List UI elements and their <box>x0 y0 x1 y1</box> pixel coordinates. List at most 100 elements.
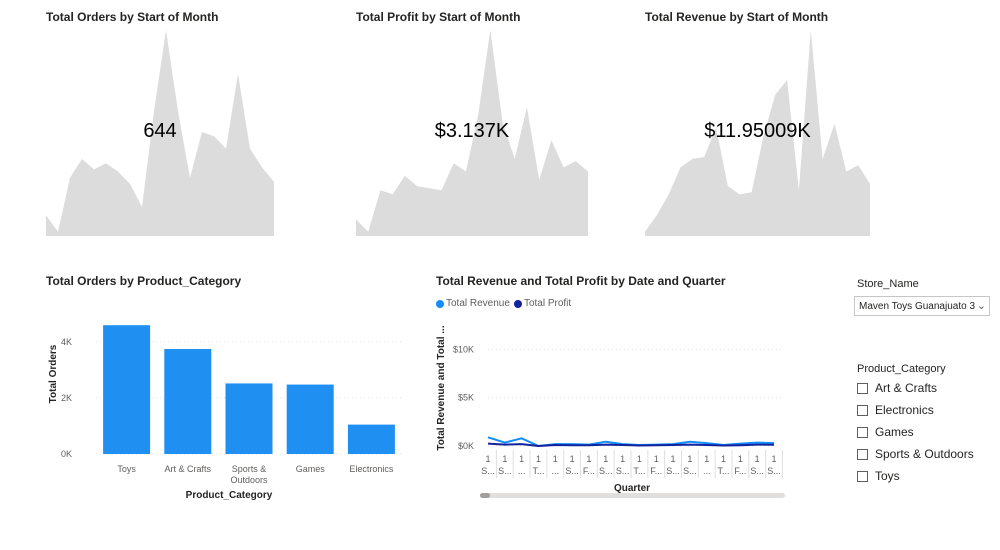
kpi-trend-area <box>645 30 870 236</box>
kpi-title: Total Orders by Start of Month <box>46 10 219 24</box>
x-tick-label: S... <box>666 466 680 476</box>
checkbox[interactable] <box>857 470 868 482</box>
slicer-option[interactable]: Electronics <box>857 403 934 417</box>
x-tick-label: S... <box>498 466 512 476</box>
x-tick-label: Outdoors <box>230 475 268 485</box>
y-tick-label: $0K <box>458 441 474 451</box>
kpi-card-revenue[interactable]: Total Revenue by Start of Month $11.9500… <box>645 10 870 238</box>
kpi-area-chart <box>356 30 588 236</box>
slicer-option-label: Toys <box>875 469 900 483</box>
x-tick-label: F... <box>650 466 662 476</box>
x-tick-label: 1 <box>570 454 575 464</box>
legend-item-profit[interactable]: Total Profit <box>513 298 572 309</box>
slicer-option[interactable]: Sports & Outdoors <box>857 447 974 461</box>
bar <box>225 383 273 454</box>
x-tick-label: T... <box>718 466 730 476</box>
x-tick-label: 1 <box>687 454 692 464</box>
slicer-option[interactable]: Toys <box>857 469 900 483</box>
y-tick-label: 2K <box>61 393 72 403</box>
x-tick-label: 1 <box>536 454 541 464</box>
x-axis-title: Quarter <box>614 483 650 494</box>
x-axis-scrollbar[interactable] <box>480 493 785 498</box>
x-tick-label: F... <box>734 466 746 476</box>
kpi-value: $3.137K <box>434 120 510 142</box>
x-tick-label: 1 <box>704 454 709 464</box>
kpi-trend-area <box>356 30 588 236</box>
checkbox[interactable] <box>857 404 868 416</box>
kpi-value: $11.95009K <box>704 120 811 142</box>
store-dropdown-value: Maven Toys Guanajuato 3 <box>859 300 976 312</box>
kpi-title: Total Revenue by Start of Month <box>645 10 829 24</box>
x-tick-label: S... <box>767 466 781 476</box>
x-tick-label: 1 <box>637 454 642 464</box>
y-tick-label: 4K <box>61 337 72 347</box>
y-tick-label: $10K <box>453 344 474 354</box>
kpi-card-profit[interactable]: Total Profit by Start of Month $3.137K <box>356 10 588 238</box>
x-tick-label: T... <box>633 466 645 476</box>
legend-label: Total Profit <box>523 298 572 309</box>
bar-chart-orders-by-category[interactable]: Total Orders by Product_Category 0K 2K 4K T… <box>46 274 416 509</box>
x-tick-label: ... <box>552 466 560 476</box>
slicer-option-label: Electronics <box>875 403 934 417</box>
x-tick-label: S... <box>683 466 697 476</box>
checkbox[interactable] <box>857 426 868 438</box>
x-tick-label: Toys <box>117 464 136 474</box>
bar <box>286 384 334 454</box>
x-tick-label: 1 <box>485 454 490 464</box>
x-tick-label: S... <box>481 466 495 476</box>
x-tick-label: 1 <box>603 454 608 464</box>
slicer-option[interactable]: Games <box>857 425 914 439</box>
checkbox[interactable] <box>857 448 868 460</box>
slicer-option-label: Games <box>875 425 914 439</box>
x-tick-label: Art & Crafts <box>165 464 212 474</box>
store-slicer-title: Store_Name <box>857 278 919 290</box>
bar <box>347 424 395 454</box>
kpi-title: Total Profit by Start of Month <box>356 10 521 24</box>
chevron-down-icon: ⌄ <box>976 300 986 312</box>
bar <box>164 349 212 454</box>
x-tick-label: 1 <box>721 454 726 464</box>
x-tick-label: 1 <box>654 454 659 464</box>
legend-label: Total Revenue <box>446 298 510 309</box>
x-tick-label: Games <box>296 464 326 474</box>
x-tick-label: ... <box>518 466 526 476</box>
bar <box>103 325 151 454</box>
y-tick-label: 0K <box>61 449 72 459</box>
x-axis-title: Product_Category <box>186 490 273 501</box>
kpi-card-orders[interactable]: Total Orders by Start of Month 644 <box>46 10 274 238</box>
x-tick-label: 1 <box>502 454 507 464</box>
legend-item-revenue[interactable]: Total Revenue <box>436 298 510 309</box>
x-tick-label: T... <box>532 466 544 476</box>
kpi-value: 644 <box>143 120 177 142</box>
x-tick-label: 1 <box>553 454 558 464</box>
legend-marker <box>513 299 522 308</box>
store-dropdown[interactable]: Maven Toys Guanajuato 3 ⌄ <box>854 296 990 316</box>
kpi-trend-area <box>46 30 274 236</box>
x-tick-label: S... <box>750 466 764 476</box>
kpi-area-chart <box>46 30 274 236</box>
x-tick-label: S... <box>616 466 630 476</box>
slicer-option-label: Sports & Outdoors <box>875 447 974 461</box>
x-tick-label: F... <box>583 466 595 476</box>
kpi-area-chart <box>645 30 870 236</box>
x-tick-label: S... <box>565 466 579 476</box>
x-tick-label: 1 <box>755 454 760 464</box>
y-axis-title: Total Orders <box>48 344 59 403</box>
line-chart-svg: $0K$5K$10K1S...1S...1...1T...1...1S...1F… <box>436 325 784 494</box>
series-line <box>487 442 775 448</box>
chart-title: Total Revenue and Total Profit by Date a… <box>436 274 726 288</box>
category-slicer-title: Product_Category <box>857 363 946 375</box>
slicer-option[interactable]: Art & Crafts <box>857 381 937 395</box>
line-chart-revenue-profit[interactable]: Total Revenue and Total Profit by Date a… <box>436 274 796 504</box>
x-tick-label: 1 <box>519 454 524 464</box>
x-tick-label: 1 <box>586 454 591 464</box>
x-tick-label: Sports & <box>232 464 267 474</box>
y-tick-label: $5K <box>458 393 474 403</box>
scrollbar-thumb[interactable] <box>480 493 490 498</box>
y-axis-title: Total Revenue and Total ... <box>436 325 447 450</box>
x-tick-label: S... <box>599 466 613 476</box>
checkbox[interactable] <box>857 382 868 394</box>
slicer-option-label: Art & Crafts <box>875 381 938 395</box>
chart-legend: Total Revenue Total Profit <box>436 298 573 309</box>
x-tick-label: 1 <box>771 454 776 464</box>
